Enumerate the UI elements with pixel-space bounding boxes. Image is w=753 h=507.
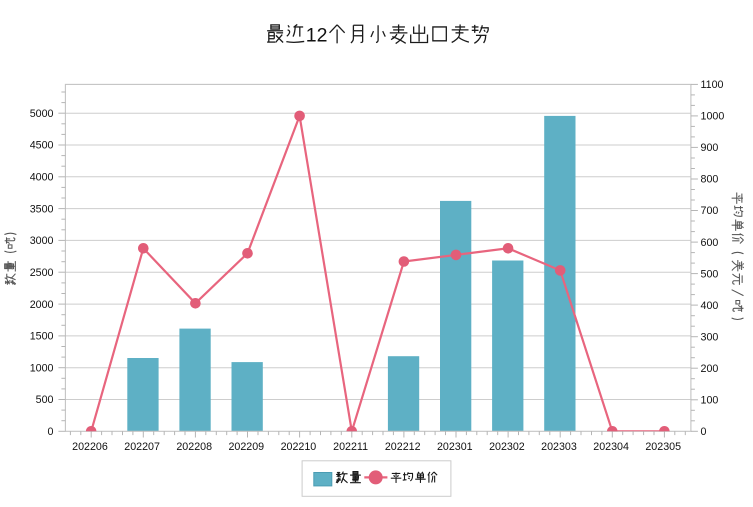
svg-text:4500: 4500 xyxy=(30,140,54,152)
svg-text:1500: 1500 xyxy=(30,331,54,343)
svg-text:202206: 202206 xyxy=(72,441,108,453)
svg-text:200: 200 xyxy=(701,363,719,375)
svg-text:500: 500 xyxy=(701,268,719,280)
svg-text:900: 900 xyxy=(701,142,719,154)
svg-text:12: 12 xyxy=(306,25,328,47)
svg-text:3000: 3000 xyxy=(30,235,54,247)
svg-text:0: 0 xyxy=(48,426,54,438)
svg-text:1000: 1000 xyxy=(30,362,54,374)
svg-text:202302: 202302 xyxy=(489,441,525,453)
svg-text:700: 700 xyxy=(701,205,719,217)
svg-text:4000: 4000 xyxy=(30,172,54,184)
svg-text:600: 600 xyxy=(701,237,719,249)
svg-text:202209: 202209 xyxy=(228,441,264,453)
svg-text:800: 800 xyxy=(701,174,719,186)
svg-text:5000: 5000 xyxy=(30,108,54,120)
svg-text:500: 500 xyxy=(36,394,54,406)
svg-text:202304: 202304 xyxy=(593,441,629,453)
svg-text:202212: 202212 xyxy=(385,441,421,453)
svg-text:100: 100 xyxy=(701,395,719,407)
svg-text:202303: 202303 xyxy=(541,441,577,453)
svg-text:2500: 2500 xyxy=(30,267,54,279)
svg-text:1100: 1100 xyxy=(701,79,724,91)
svg-text:1000: 1000 xyxy=(701,111,725,123)
svg-text:202208: 202208 xyxy=(176,441,212,453)
svg-text:300: 300 xyxy=(701,331,719,343)
svg-text:2000: 2000 xyxy=(30,299,54,311)
svg-text:202305: 202305 xyxy=(645,441,681,453)
svg-text:3500: 3500 xyxy=(30,203,54,215)
svg-text:400: 400 xyxy=(701,300,719,312)
svg-text:202207: 202207 xyxy=(124,441,160,453)
svg-text:202210: 202210 xyxy=(281,441,317,453)
svg-text:202301: 202301 xyxy=(437,441,473,453)
svg-text:0: 0 xyxy=(701,426,707,438)
svg-text:202211: 202211 xyxy=(333,441,368,453)
